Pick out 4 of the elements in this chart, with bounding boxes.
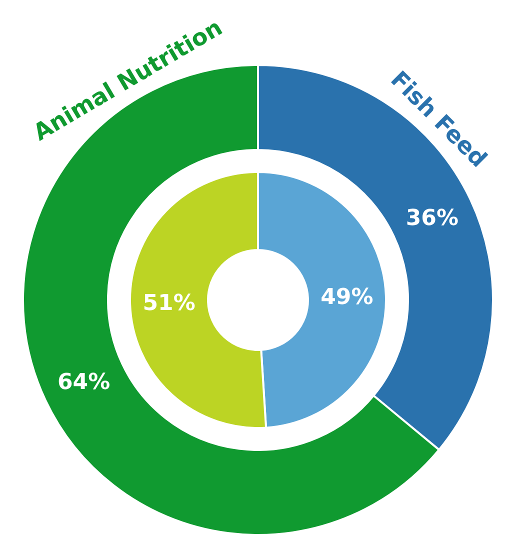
data-label: 64% xyxy=(57,370,110,395)
data-label: 36% xyxy=(406,206,459,232)
data-label: 49% xyxy=(320,285,374,310)
data-label: 51% xyxy=(142,290,196,316)
